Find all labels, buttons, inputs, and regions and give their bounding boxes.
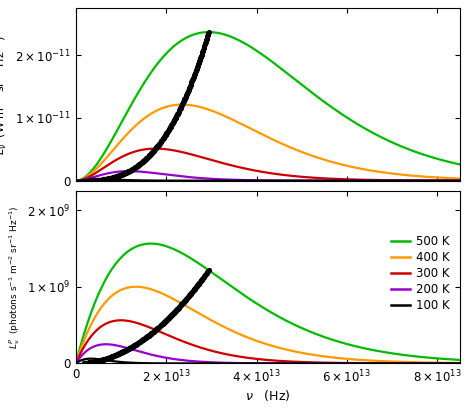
- Legend: 500 K, 400 K, 300 K, 200 K, 100 K: 500 K, 400 K, 300 K, 200 K, 100 K: [386, 230, 454, 317]
- Y-axis label: $L_\nu$  (W m$^{-2}$ sr$^{-1}$ Hz$^{-1}$): $L_\nu$ (W m$^{-2}$ sr$^{-1}$ Hz$^{-1}$): [0, 34, 10, 154]
- Y-axis label: $L_\nu^P$  (photons s$^{-1}$ m$^{-2}$ sr$^{-1}$ Hz$^{-1}$): $L_\nu^P$ (photons s$^{-1}$ m$^{-2}$ sr$…: [7, 206, 22, 349]
- X-axis label: $\nu$   (Hz): $\nu$ (Hz): [245, 388, 291, 403]
